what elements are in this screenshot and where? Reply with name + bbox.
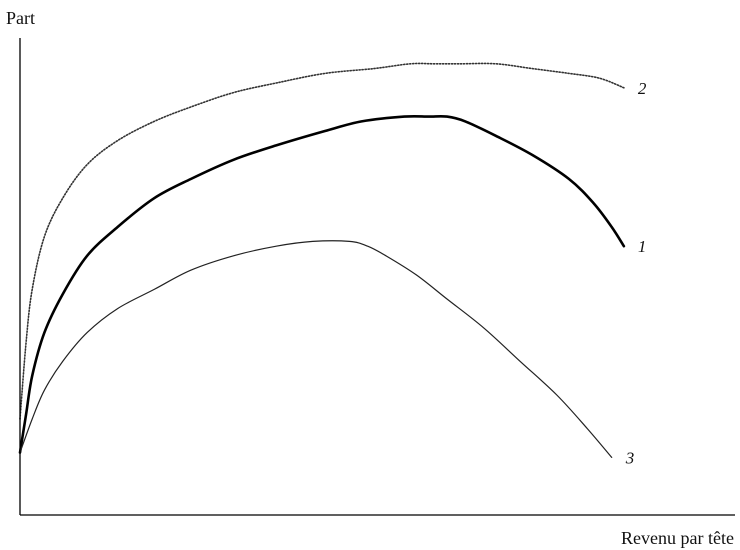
series-line-3 [19, 240, 613, 458]
x-axis-label: Revenu par tête [621, 528, 734, 548]
series-line-2 [19, 62, 625, 420]
series-label-2: 2 [638, 79, 647, 98]
plot-area: 1 2 3 [18, 62, 647, 467]
series-line-1 [18, 114, 626, 454]
series-label-1: 1 [638, 237, 647, 256]
series-label-3: 3 [625, 448, 635, 467]
y-axis-label: Part [6, 8, 35, 28]
